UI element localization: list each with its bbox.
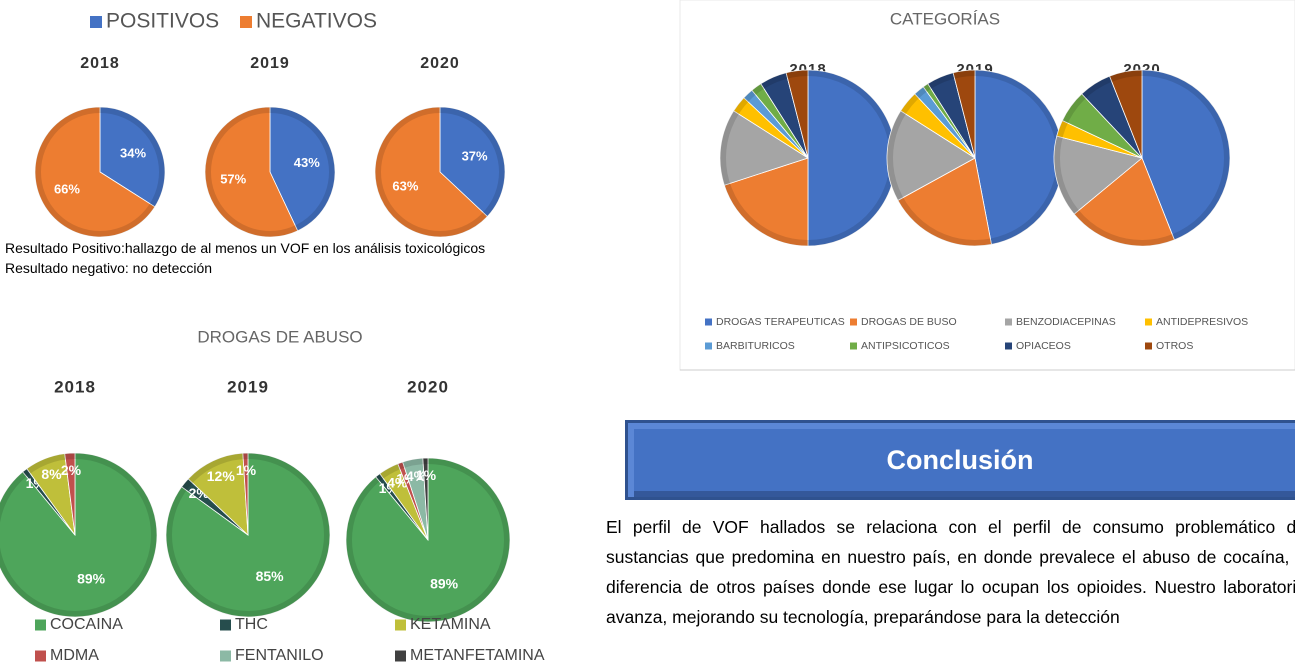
pie-rim — [205, 107, 335, 237]
legend-label: BARBITURICOS — [716, 340, 795, 352]
legend-label: BENZODIACEPINAS — [1016, 316, 1116, 328]
year-label: 2019 — [227, 377, 269, 396]
year-label: 2019 — [250, 55, 290, 72]
legend-swatch — [1005, 318, 1012, 326]
pie-slice — [242, 452, 249, 536]
year-label: 2020 — [407, 377, 449, 396]
legend-label: THC — [235, 616, 268, 633]
pie-slice — [785, 69, 809, 159]
legend-swatch — [1005, 342, 1012, 350]
legend-swatch — [35, 650, 46, 662]
pie-slice — [64, 452, 76, 536]
data-label: 66% — [54, 182, 80, 197]
legend-label: POSITIVOS — [106, 10, 219, 33]
year-label: 2018 — [54, 377, 96, 396]
pie-rim — [375, 107, 505, 237]
legend-label: MDMA — [50, 647, 99, 664]
legend-swatch — [35, 619, 46, 631]
data-label: 4% — [387, 475, 408, 491]
pie-slice — [1073, 157, 1175, 247]
legend-label: ANTIPSICOTICOS — [861, 340, 950, 352]
data-label: 2% — [61, 462, 82, 478]
legend-label: COCAINA — [50, 616, 123, 633]
data-label: 37% — [462, 148, 488, 163]
pie-slice — [422, 457, 429, 541]
pie-slice — [886, 110, 976, 201]
legend-swatch — [1145, 318, 1152, 326]
data-label: 8% — [41, 466, 62, 482]
legend-label: OTROS — [1156, 340, 1193, 352]
legend-swatch — [850, 342, 857, 350]
legend-swatch — [90, 16, 102, 28]
pie-rim — [346, 458, 510, 622]
legend-swatch — [850, 318, 857, 326]
data-label: 4% — [406, 468, 427, 484]
data-label: 1% — [416, 467, 437, 483]
pie-slice — [1109, 69, 1143, 159]
pie-slice — [897, 157, 992, 247]
data-label: 12% — [207, 468, 236, 484]
data-label: 89% — [430, 575, 459, 591]
legend-swatch — [395, 619, 406, 631]
pie-slice — [269, 106, 336, 232]
data-label: 57% — [220, 172, 246, 187]
legend-label: FENTANILO — [235, 647, 324, 664]
pie-slice — [204, 106, 299, 238]
pie-rim — [1054, 70, 1230, 246]
legend-label: OPIACEOS — [1016, 340, 1071, 352]
pie-slice — [719, 110, 809, 186]
pie-slice — [723, 157, 809, 247]
pie-rim — [166, 453, 330, 617]
pie-slice — [952, 69, 976, 159]
data-label: 63% — [392, 178, 418, 193]
pie-rim — [35, 107, 165, 237]
legend-label: METANFETAMINA — [410, 647, 545, 664]
data-label: 85% — [256, 568, 285, 584]
legend-swatch — [220, 650, 231, 662]
legend-label: DROGAS DE BUSO — [861, 316, 957, 328]
note: Resultado Positivo:hallazgo de al menos … — [5, 240, 486, 256]
note: Resultado negativo: no detección — [5, 260, 213, 276]
pie-slice — [439, 106, 506, 218]
legend-label: DROGAS TERAPEUTICAS — [716, 316, 845, 328]
pie-slice — [1053, 135, 1143, 215]
data-label: 1% — [236, 462, 257, 478]
data-label: 34% — [120, 145, 146, 160]
pie-slice — [1141, 69, 1231, 241]
legend-label: NEGATIVOS — [256, 10, 377, 33]
legend-label: ANTIDEPRESIVOS — [1156, 316, 1248, 328]
data-label: 89% — [77, 570, 106, 586]
legend-swatch — [395, 650, 406, 662]
legend-swatch — [220, 619, 231, 631]
pie-slice — [187, 452, 249, 536]
legend-swatch — [705, 342, 712, 350]
legend-label: KETAMINA — [410, 616, 491, 633]
pie-rim — [0, 453, 157, 617]
pie-slice — [34, 106, 156, 238]
pie-slice — [165, 452, 331, 618]
year-label: 2018 — [80, 55, 120, 72]
chart-title: CATEGORÍAS — [890, 9, 1000, 28]
chart-title: DROGAS DE ABUSO — [197, 327, 362, 346]
legend-swatch — [240, 16, 252, 28]
pie-slice — [0, 452, 158, 618]
data-label: 43% — [294, 155, 320, 170]
conclusion-text: El perfil de VOF hallados se relaciona c… — [606, 517, 1295, 627]
conclusion-title: Conclusión — [625, 420, 1295, 500]
legend-swatch — [1145, 342, 1152, 350]
pie-slice — [374, 106, 488, 238]
legend-swatch — [705, 318, 712, 326]
year-label: 2020 — [420, 55, 460, 72]
